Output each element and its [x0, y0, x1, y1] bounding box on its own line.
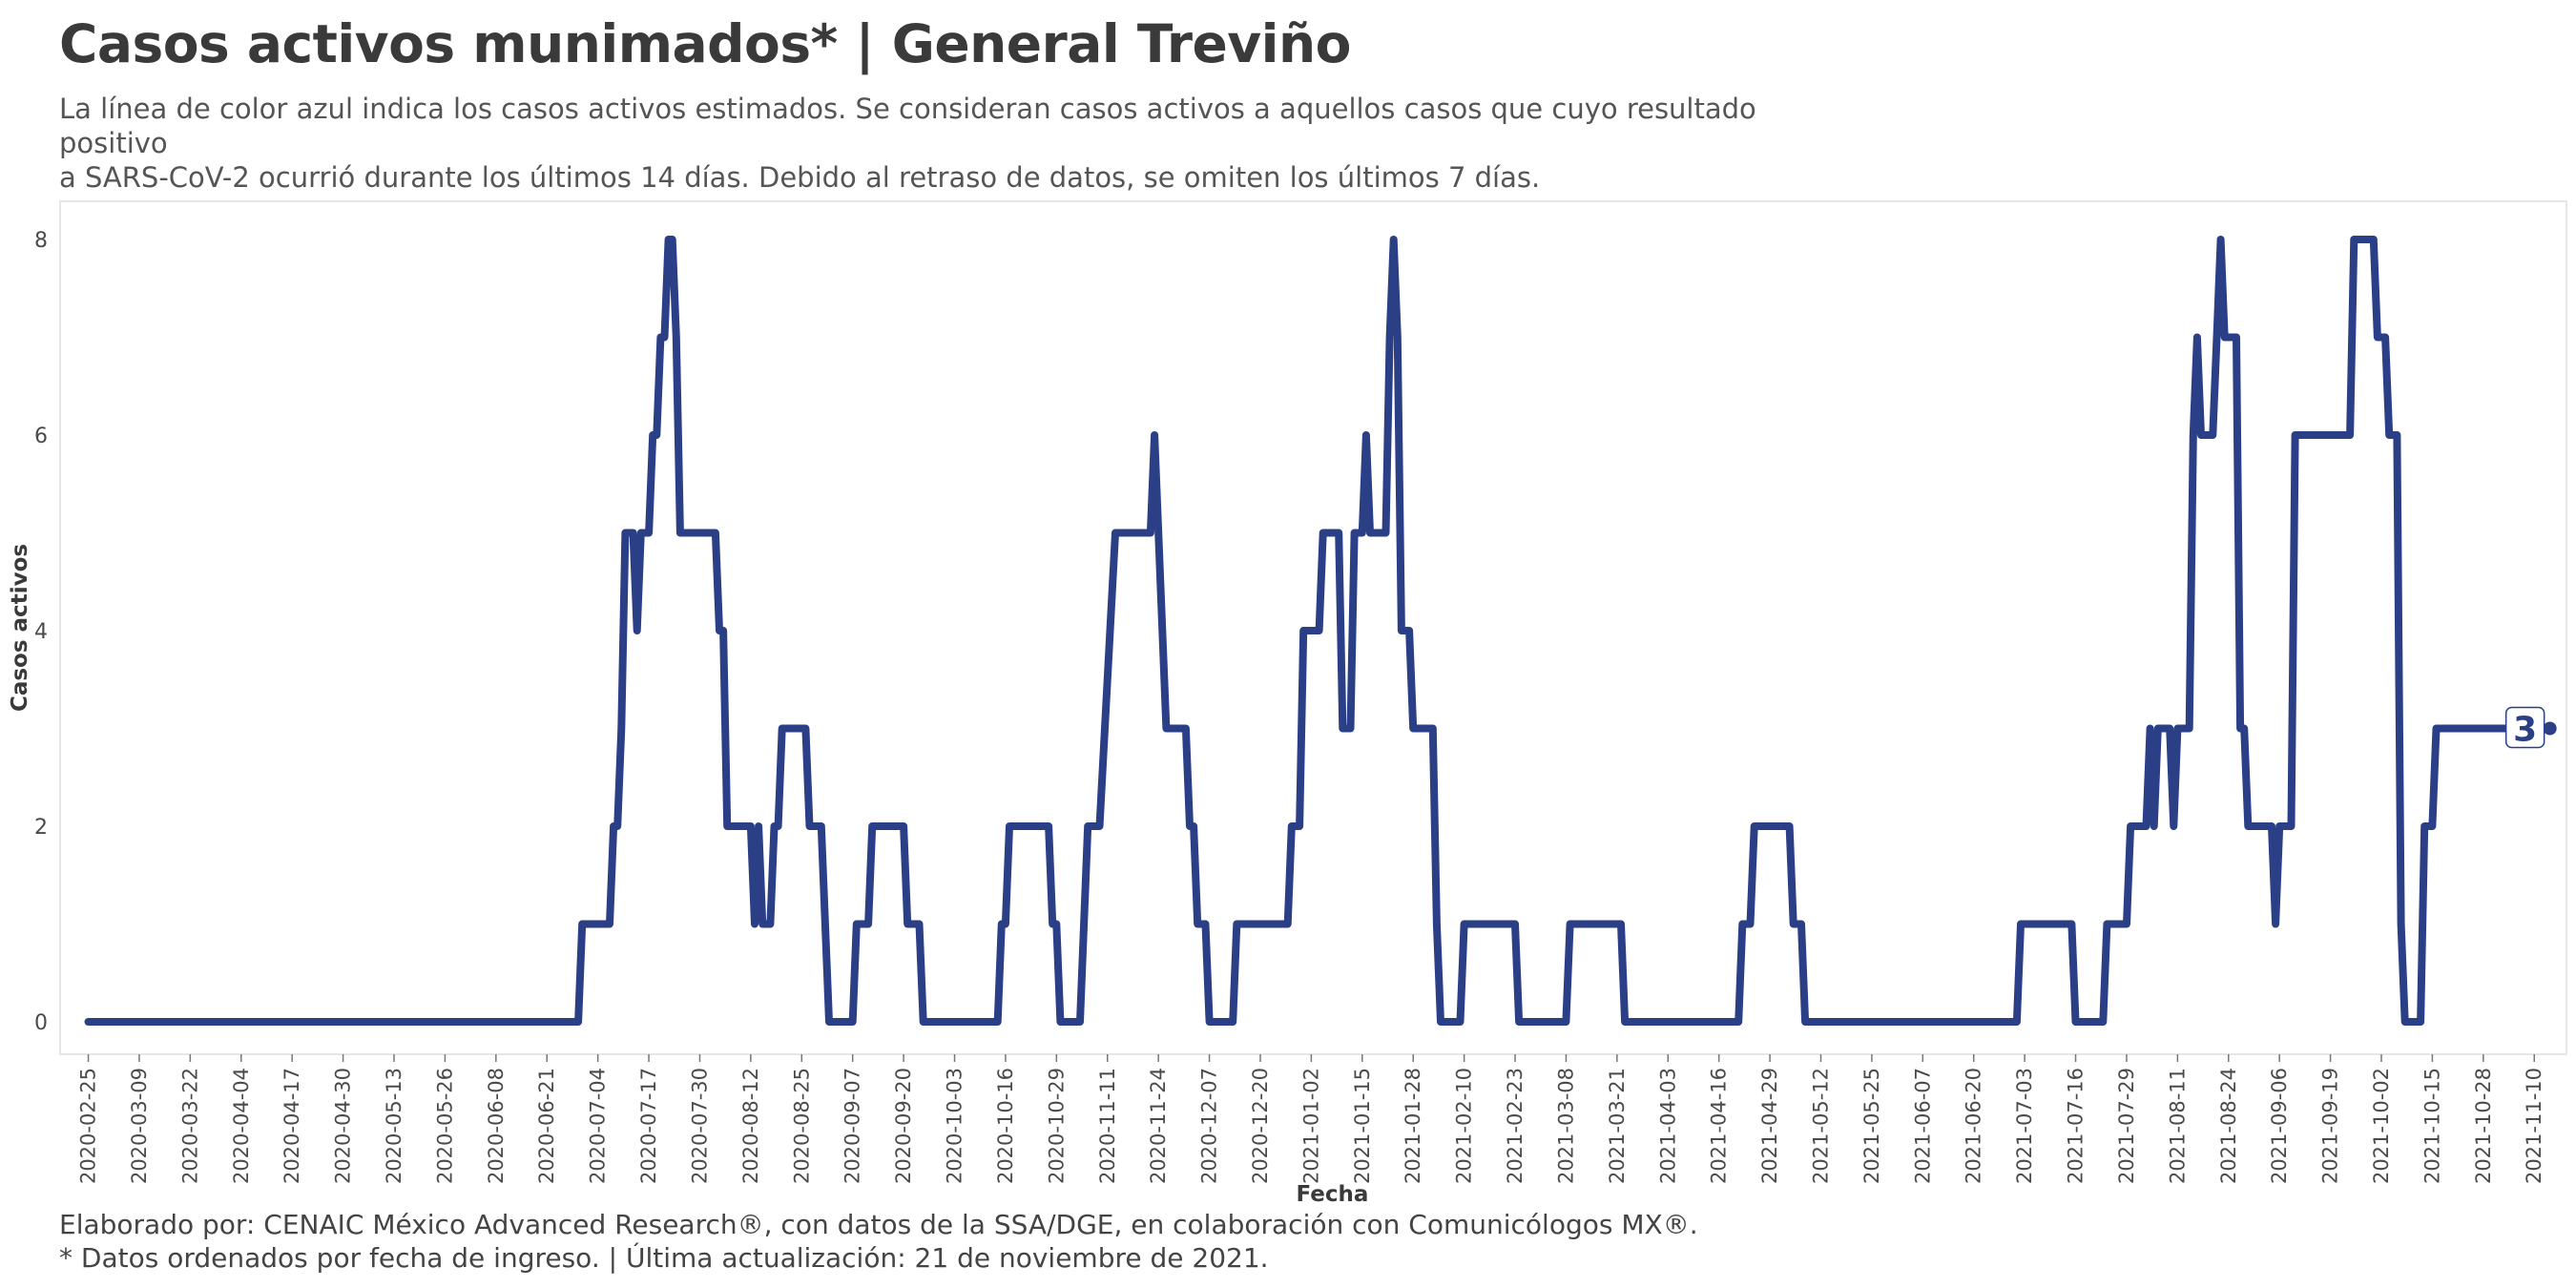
x-tick-label: 2021-02-23 [1504, 1068, 1527, 1184]
x-tick-label: 2020-07-04 [587, 1068, 610, 1184]
x-tick-label: 2020-03-22 [178, 1068, 201, 1184]
x-tick-label: 2021-10-28 [2472, 1068, 2495, 1184]
chart-caption: Elaborado por: CENAIC México Advanced Re… [59, 1208, 1698, 1275]
x-tick-label: 2021-08-11 [2166, 1068, 2189, 1184]
x-tick-label: 2020-11-11 [1096, 1068, 1119, 1184]
x-axis: 2020-02-25 2020-03-09 2020-03-22 2020-04-04… [77, 1054, 2545, 1184]
x-tick-label: 2020-09-07 [841, 1068, 864, 1184]
x-tick-label: 2021-11-10 [2523, 1068, 2545, 1184]
x-tick-label: 2020-04-17 [280, 1068, 303, 1184]
chart-subtitle: La línea de color azul indica los casos … [59, 92, 1872, 195]
subtitle-line-1: La línea de color azul indica los casos … [59, 93, 1756, 159]
x-tick-label: 2021-01-28 [1402, 1068, 1424, 1184]
x-tick-label: 2021-09-06 [2268, 1068, 2291, 1184]
x-tick-label: 2021-03-21 [1606, 1068, 1629, 1184]
x-axis-label: Fecha [1297, 1182, 1369, 1207]
chart-title: Casos activos munimados* | General Trevi… [59, 13, 1351, 74]
x-tick-label: 2021-06-07 [1911, 1068, 1934, 1184]
plot-panel [59, 200, 2567, 1055]
x-tick-label: 2020-12-20 [1249, 1068, 1272, 1184]
x-tick-label: 2020-12-07 [1198, 1068, 1221, 1184]
x-tick-label: 2021-03-08 [1554, 1068, 1577, 1184]
x-tick-label: 2021-07-29 [2115, 1068, 2138, 1184]
x-tick-label: 2021-01-02 [1299, 1068, 1322, 1184]
caption-line-2: * Datos ordenados por fecha de ingreso. … [59, 1242, 1269, 1274]
caption-line-1: Elaborado por: CENAIC México Advanced Re… [59, 1209, 1698, 1240]
x-tick-label: 2020-10-16 [994, 1068, 1017, 1184]
x-tick-label: 2020-10-29 [1045, 1068, 1068, 1184]
y-axis-label: Casos activos [8, 544, 32, 712]
x-tick-label: 2020-02-25 [77, 1068, 100, 1184]
x-tick-label: 2020-08-25 [790, 1068, 813, 1184]
x-tick-label: 2021-02-10 [1453, 1068, 1476, 1184]
x-tick-label: 2021-07-16 [2065, 1068, 2088, 1184]
x-tick-label: 2020-11-24 [1147, 1068, 1170, 1184]
series-group: 3 [84, 236, 2557, 1026]
x-tick-label: 2020-05-26 [433, 1068, 456, 1184]
x-tick-label: 2020-05-13 [383, 1068, 405, 1184]
x-tick-label: 2021-08-24 [2217, 1068, 2240, 1184]
x-tick-label: 2020-04-30 [332, 1068, 355, 1184]
x-tick-label: 2021-05-12 [1809, 1068, 1832, 1184]
end-label: 3 [2513, 711, 2537, 750]
end-point [2543, 721, 2557, 736]
y-axis: 0 2 4 6 8 [34, 229, 48, 1035]
x-tick-label: 2020-04-04 [230, 1068, 253, 1184]
x-tick-label: 2020-07-17 [637, 1068, 660, 1184]
subtitle-line-2: a SARS-CoV-2 ocurrió durante los últimos… [59, 161, 1541, 194]
x-tick-label: 2020-06-21 [535, 1068, 558, 1184]
y-tick-label: 6 [34, 425, 48, 448]
x-tick-label: 2021-07-03 [2013, 1068, 2036, 1184]
x-tick-label: 2020-10-03 [944, 1068, 966, 1184]
x-tick-label: 2020-07-30 [688, 1068, 711, 1184]
x-tick-label: 2021-01-15 [1351, 1068, 1374, 1184]
y-tick-label: 8 [34, 229, 48, 253]
x-tick-label: 2020-03-09 [128, 1068, 151, 1184]
end-label-box [2504, 706, 2545, 749]
x-tick-label: 2021-10-02 [2370, 1068, 2393, 1184]
y-tick-label: 0 [34, 1011, 48, 1035]
y-tick-label: 2 [34, 816, 48, 840]
x-tick-label: 2021-04-03 [1656, 1068, 1679, 1184]
x-tick-label: 2021-04-16 [1708, 1068, 1731, 1184]
x-tick-label: 2021-05-25 [1860, 1068, 1883, 1184]
x-tick-label: 2020-06-08 [485, 1068, 508, 1184]
x-tick-label: 2021-10-15 [2420, 1068, 2443, 1184]
x-tick-label: 2021-06-20 [1963, 1068, 1985, 1184]
x-tick-label: 2021-04-29 [1758, 1068, 1781, 1184]
y-tick-label: 4 [34, 620, 48, 644]
x-tick-label: 2021-09-19 [2319, 1068, 2342, 1184]
x-tick-label: 2020-09-20 [892, 1068, 915, 1184]
series-line [84, 236, 2554, 1026]
x-tick-label: 2020-08-12 [739, 1068, 762, 1184]
